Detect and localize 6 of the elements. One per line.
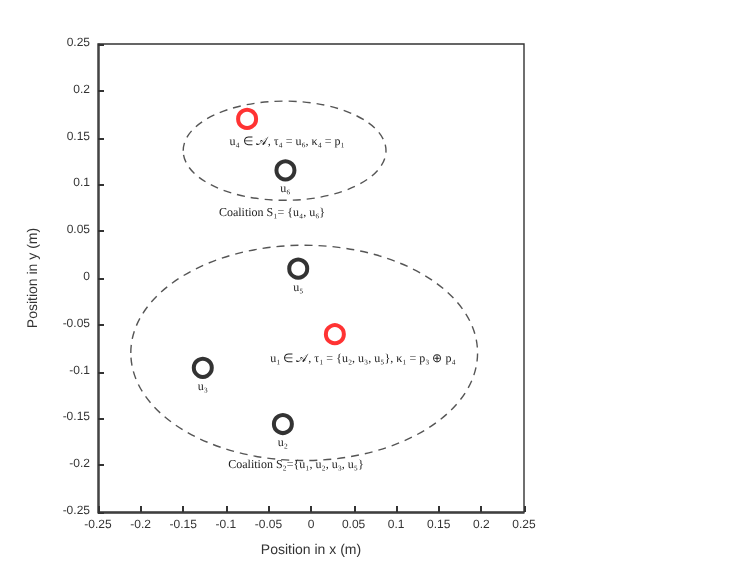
point	[274, 159, 297, 182]
point	[271, 413, 294, 436]
point	[323, 323, 346, 346]
point	[191, 356, 214, 379]
point	[236, 107, 259, 130]
point	[287, 257, 310, 280]
